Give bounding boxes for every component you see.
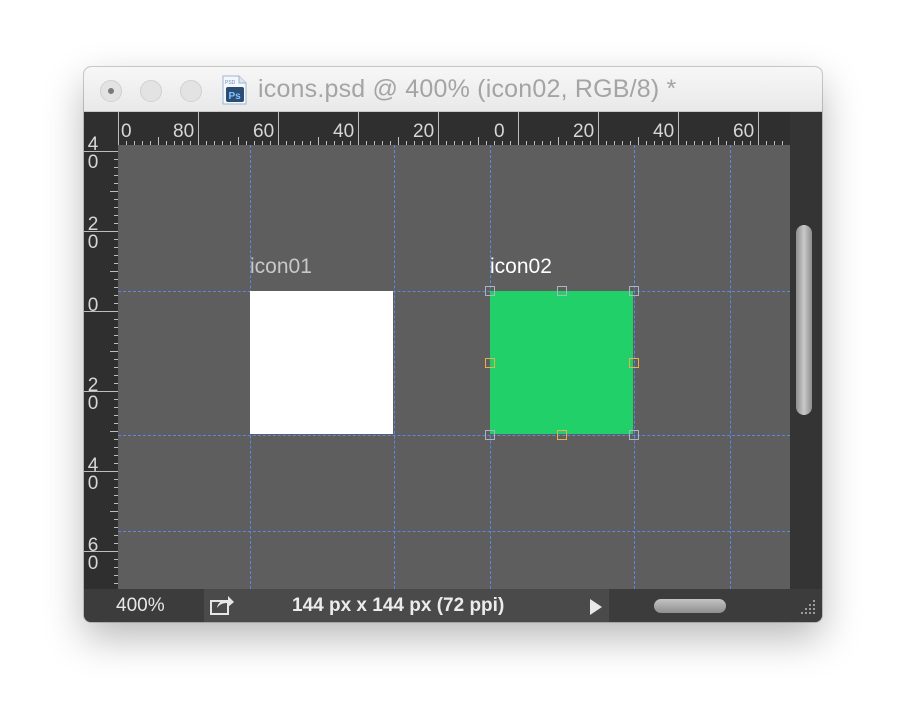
grip-dot — [805, 612, 807, 614]
ruler-label: 0 — [494, 121, 505, 142]
ruler-label: 0 — [121, 121, 132, 142]
photoshop-document-window: PSD Ps icons.psd @ 400% (icon02, RGB/8) … — [84, 67, 822, 622]
grip-dot — [813, 600, 815, 602]
grip-dot — [801, 612, 803, 614]
title-bar[interactable]: PSD Ps icons.psd @ 400% (icon02, RGB/8) … — [84, 67, 822, 112]
ruler-label: 0 — [87, 295, 99, 316]
grip-dot — [813, 612, 815, 614]
artboard-icon02[interactable] — [490, 291, 633, 434]
ruler-label: 20 — [573, 121, 595, 142]
transform-handle-top-left[interactable] — [485, 286, 495, 296]
guide-line[interactable] — [118, 435, 790, 436]
psd-file-icon-glyph: Ps — [229, 91, 242, 102]
guide-line[interactable] — [118, 291, 790, 292]
transform-handle-bottom-left[interactable] — [485, 430, 495, 440]
grip-dot — [809, 612, 811, 614]
transform-handle-bottom[interactable] — [557, 430, 567, 440]
grip-dot — [805, 608, 807, 610]
horizontal-scroll-thumb[interactable] — [654, 599, 726, 613]
artboard-label-icon02[interactable]: icon02 — [490, 255, 552, 278]
document-canvas[interactable]: icon01 icon02 — [118, 145, 790, 589]
ruler-label: 40 — [653, 121, 675, 142]
grip-dot — [813, 608, 815, 610]
window-title: icons.psd @ 400% (icon02, RGB/8) * — [258, 75, 677, 103]
minimize-button[interactable] — [140, 80, 162, 102]
ruler-label: 60 — [253, 121, 275, 142]
grip-dot — [813, 604, 815, 606]
transform-handle-left[interactable] — [485, 358, 495, 368]
zoom-level[interactable]: 400% — [116, 595, 165, 616]
ruler-label: 60 — [733, 121, 755, 142]
status-menu-arrow-icon[interactable] — [590, 599, 602, 615]
guide-line[interactable] — [730, 145, 731, 589]
artboard-label-icon01[interactable]: icon01 — [250, 255, 312, 278]
ruler-label: 80 — [173, 121, 195, 142]
guide-line[interactable] — [394, 145, 395, 589]
document-dimensions: 144 px x 144 px (72 ppi) — [292, 595, 505, 616]
grip-dot — [809, 608, 811, 610]
transform-handle-right[interactable] — [629, 358, 639, 368]
psd-file-icon-label: PSD — [225, 80, 236, 86]
document-info-panel — [204, 589, 609, 622]
guide-line[interactable] — [118, 531, 790, 532]
horizontal-ruler-ticks — [118, 112, 783, 145]
grip-dot — [809, 604, 811, 606]
resize-grip-icon[interactable] — [800, 599, 816, 615]
ruler-label: 20 — [413, 121, 435, 142]
close-button[interactable] — [100, 80, 122, 102]
artboard-icon01[interactable] — [250, 291, 393, 434]
ruler-label: 40 — [333, 121, 355, 142]
vertical-scroll-thumb[interactable] — [796, 225, 812, 415]
status-bar: 400% 144 px x 144 px (72 ppi) — [84, 589, 822, 622]
share-icon[interactable] — [209, 594, 235, 616]
transform-handle-bottom-right[interactable] — [629, 430, 639, 440]
vertical-ruler-ticks — [84, 151, 118, 584]
psd-file-icon: PSD Ps — [222, 75, 247, 105]
transform-handle-top-right[interactable] — [629, 286, 639, 296]
horizontal-ruler[interactable]: 0 80 60 40 20 0 20 40 60 — [84, 112, 790, 145]
zoom-button[interactable] — [180, 80, 202, 102]
transform-handle-top[interactable] — [557, 286, 567, 296]
